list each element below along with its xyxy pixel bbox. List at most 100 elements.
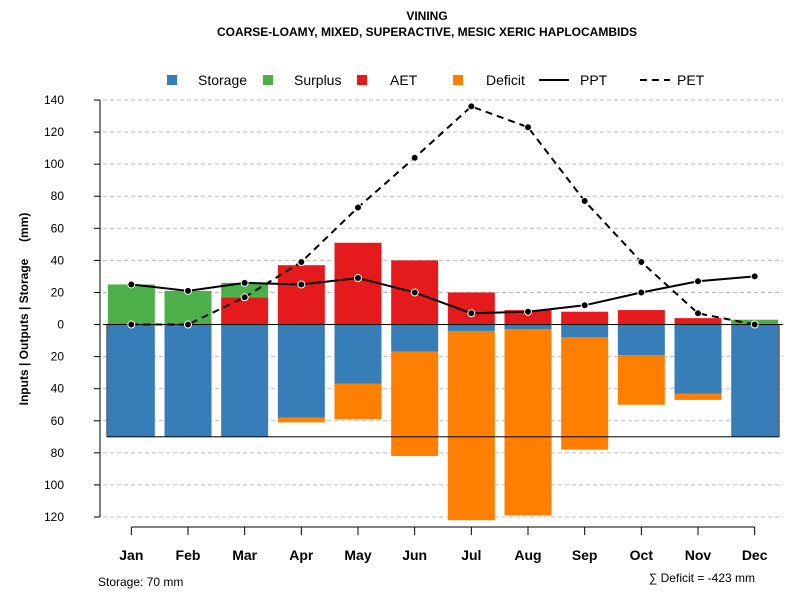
pet-point [524, 123, 532, 132]
y-tick-label: 60 [51, 221, 65, 235]
bar-aet [221, 297, 269, 325]
deficit-footnote: ∑ Deficit = -423 mm [649, 571, 755, 585]
y-tick-label: 40 [51, 253, 65, 267]
y-tick-label: 20 [51, 285, 65, 299]
y-tick-label: 0 [57, 318, 64, 332]
legend-swatch-surplus [263, 75, 273, 85]
bar-storage [504, 324, 552, 330]
bar-deficit [674, 393, 722, 400]
legend-label-deficit: Deficit [486, 72, 525, 88]
pet-line [131, 105, 755, 326]
bar-storage [561, 324, 609, 338]
pet-point [354, 203, 362, 212]
y-axis-label: Inputs | Outputs | Storage (mm) [17, 213, 31, 406]
legend-label-surplus: Surplus [294, 72, 341, 88]
bar-storage [447, 324, 495, 331]
ppt-point [354, 274, 362, 283]
x-tick-label: Oct [630, 547, 654, 563]
x-tick-label: Apr [289, 547, 314, 563]
pet-point [127, 320, 136, 329]
data-lines [127, 102, 759, 329]
bar-surplus [107, 284, 155, 325]
ppt-point [637, 288, 646, 297]
bar-deficit [617, 355, 665, 405]
bar-storage [391, 324, 439, 352]
y-tick-label: 100 [44, 157, 64, 171]
ppt-point [750, 272, 759, 281]
bar-aet [447, 292, 495, 325]
bar-aet [504, 310, 552, 325]
gridlines [103, 99, 783, 518]
y-axis: 140 120 100 80 60 40 20 0 20 40 60 80 100 120 [44, 93, 101, 524]
pet-point [750, 320, 759, 329]
ppt-point [580, 301, 589, 310]
bar-storage [334, 324, 382, 384]
legend-label-pet: PET [677, 72, 705, 88]
y-tick-label: 20 [51, 350, 65, 364]
bar-surplus [221, 282, 269, 298]
bars [103, 242, 783, 521]
bar-storage [674, 324, 722, 394]
bar-storage [221, 324, 269, 437]
bar-surplus [164, 290, 212, 325]
storage-footnote: Storage: 70 mm [98, 575, 183, 589]
chart-subtitle: COARSE-LOAMY, MIXED, SUPERACTIVE, MESIC … [217, 25, 637, 39]
legend-swatch-aet [357, 75, 367, 85]
bar-aet [674, 318, 722, 325]
legend-label-storage: Storage [198, 72, 247, 88]
bar-deficit [447, 330, 495, 521]
y-tick-label: 40 [51, 382, 65, 396]
ppt-line [131, 275, 755, 315]
x-tick-label: May [344, 547, 371, 563]
legend-swatch-storage [167, 75, 177, 85]
legend-label-ppt: PPT [580, 72, 608, 88]
x-tick-label: Jan [119, 547, 143, 563]
y-tick-label: 140 [44, 93, 64, 107]
x-tick-label: Nov [685, 547, 712, 563]
ppt-point [694, 277, 702, 286]
pet-point [240, 293, 249, 302]
storage-capacity-box [106, 324, 780, 438]
ppt-point [467, 309, 476, 318]
pet-point [297, 257, 306, 266]
bar-storage [731, 324, 779, 437]
y-tick-label: 120 [44, 125, 64, 139]
legend-swatch-deficit [453, 75, 463, 85]
ppt-point [127, 280, 136, 289]
x-tick-label: Jul [461, 547, 481, 563]
bar-deficit [277, 417, 325, 423]
y-tick-label: 80 [51, 446, 65, 460]
y-tick-label: 100 [44, 478, 64, 492]
pet-point [580, 197, 589, 206]
bar-storage [617, 324, 665, 356]
x-tick-label: Mar [232, 547, 257, 563]
y-tick-label: 120 [44, 510, 64, 524]
pet-point [694, 309, 702, 318]
x-tick-label: Jun [402, 547, 427, 563]
x-tick-label: Sep [572, 547, 598, 563]
bar-aet [617, 310, 665, 325]
bar-storage [277, 324, 325, 418]
pet-point [410, 153, 419, 162]
x-tick-label: Feb [176, 547, 201, 563]
bar-deficit [504, 329, 552, 516]
ppt-point [410, 288, 419, 297]
legend-label-aet: AET [390, 72, 418, 88]
pet-point [467, 102, 476, 111]
ppt-point [524, 307, 532, 316]
ppt-point [297, 280, 306, 289]
pet-point [637, 257, 646, 266]
bar-aet [334, 242, 382, 325]
pet-point [184, 320, 192, 329]
bar-aet [277, 265, 325, 325]
bar-storage [164, 324, 212, 437]
legend: Storage Surplus AET Deficit PPT PET [167, 72, 705, 88]
ppt-point [184, 286, 192, 295]
x-tick-label: Aug [514, 547, 541, 563]
x-tick-label: Dec [742, 547, 768, 563]
y-tick-label: 80 [51, 189, 65, 203]
bar-deficit [391, 351, 439, 457]
chart-title: VINING [406, 9, 447, 23]
ppt-point [240, 278, 249, 287]
